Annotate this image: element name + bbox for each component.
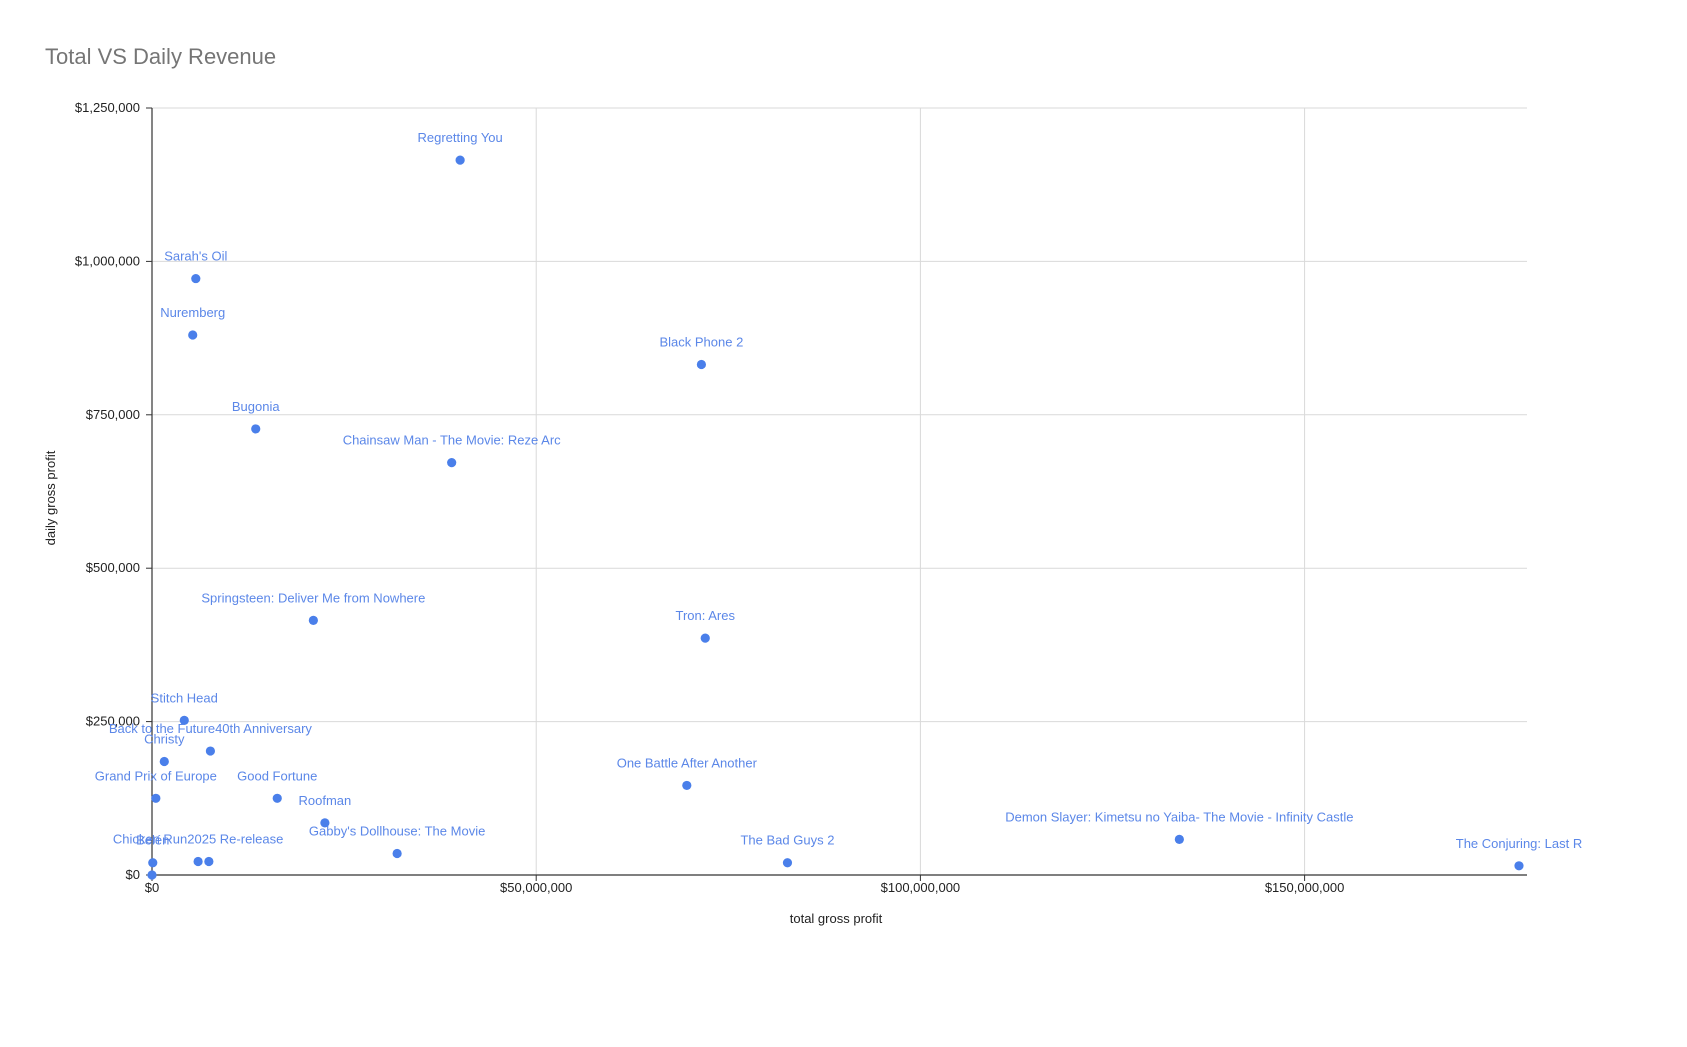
scatter-point[interactable] — [1514, 861, 1524, 871]
scatter-point[interactable] — [251, 424, 261, 434]
scatter-point[interactable] — [682, 780, 692, 791]
y-tick-label: $500,000 — [86, 560, 140, 575]
scatter-point[interactable] — [1174, 834, 1184, 845]
scatter-point[interactable] — [151, 793, 161, 803]
scatter-point[interactable] — [308, 615, 318, 625]
point-label: Back to the Future40th Anniversary — [109, 721, 313, 736]
gridlines — [152, 107, 1527, 875]
scatter-point[interactable] — [205, 746, 215, 756]
point-label: Stitch Head — [151, 690, 218, 705]
point-label: Grand Prix of Europe — [95, 768, 217, 783]
point-label: The Bad Guys 2 — [740, 833, 834, 848]
data-points — [147, 155, 1524, 880]
point-label: Good Fortune — [237, 768, 317, 783]
y-tick-label: $1,000,000 — [75, 253, 140, 268]
point-label: Nuremberg — [160, 305, 225, 320]
scatter-point[interactable] — [320, 818, 330, 828]
chart-title: Total VS Daily Revenue — [45, 44, 277, 69]
x-tick-label: $50,000,000 — [500, 880, 572, 895]
scatter-point[interactable] — [159, 756, 169, 767]
x-axis-title: total gross profit — [790, 911, 883, 926]
axes — [146, 107, 1527, 881]
scatter-point[interactable] — [392, 848, 402, 859]
point-label: Chainsaw Man - The Movie: Reze Arc — [343, 433, 561, 448]
point-label: Gabby's Dollhouse: The Movie — [309, 824, 485, 839]
scatter-point[interactable] — [700, 633, 710, 643]
x-tick-label: $100,000,000 — [881, 880, 961, 895]
point-label: Demon Slayer: Kimetsu no Yaiba- The Movi… — [1005, 809, 1353, 824]
point-label: Chicken Run2025 Re-release — [113, 832, 284, 847]
scatter-point[interactable] — [191, 273, 201, 284]
point-label: The Conjuring: Last R — [1456, 836, 1582, 851]
scatter-point[interactable] — [455, 155, 465, 165]
y-tick-label: $250,000 — [86, 714, 140, 729]
y-axis-title: daily gross profit — [43, 450, 58, 545]
y-tick-label: $750,000 — [86, 407, 140, 422]
point-labels: Regretting You Sarah's Oil Nuremberg Black … — [95, 130, 1582, 851]
x-tick-label: $150,000,000 — [1265, 880, 1345, 895]
scatter-point[interactable] — [147, 870, 157, 880]
point-label: Belén — [136, 833, 169, 848]
point-label: Bugonia — [232, 399, 280, 414]
scatter-point[interactable] — [179, 715, 189, 725]
scatter-point[interactable] — [696, 359, 707, 370]
x-tick-label: $0 — [145, 880, 159, 895]
scatter-point[interactable] — [193, 856, 203, 867]
tick-labels: $0 $250,000 $500,000 $750,000 $1,000,000 $1,2… — [75, 100, 1344, 895]
y-tick-label: $0 — [126, 867, 140, 882]
scatter-point[interactable] — [272, 793, 282, 803]
point-label: Regretting You — [417, 130, 502, 145]
scatter-point[interactable] — [204, 856, 214, 867]
point-label: Tron: Ares — [676, 608, 736, 623]
point-label: Roofman — [299, 793, 352, 808]
y-tick-label: $1,250,000 — [75, 100, 140, 115]
scatter-point[interactable] — [782, 858, 793, 868]
point-label: Christy — [144, 731, 185, 746]
point-label: Sarah's Oil — [164, 249, 227, 264]
scatter-point[interactable] — [188, 330, 198, 340]
point-label: One Battle After Another — [617, 755, 758, 770]
scatter-point[interactable] — [447, 458, 457, 468]
point-label: Springsteen: Deliver Me from Nowhere — [201, 590, 425, 605]
scatter-point[interactable] — [148, 858, 158, 868]
point-label: Black Phone 2 — [659, 334, 743, 349]
